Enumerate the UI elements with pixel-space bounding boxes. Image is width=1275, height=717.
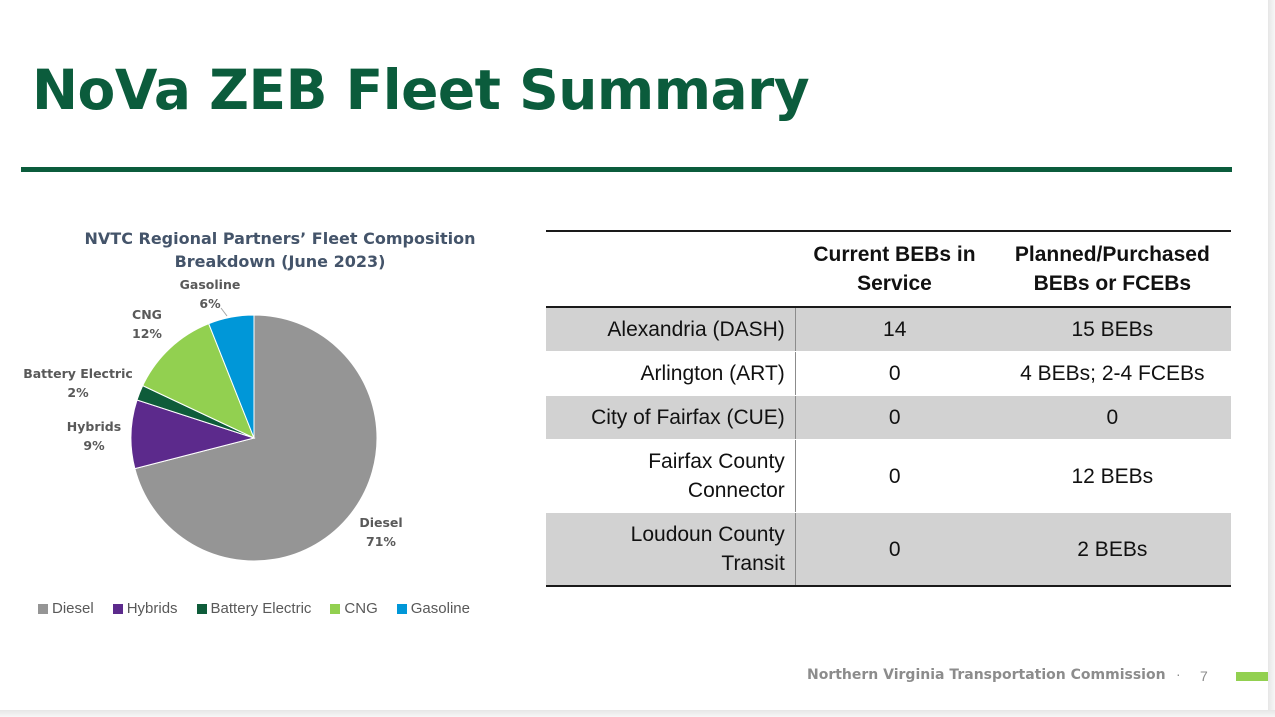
- legend-item-hybrids: Hybrids: [112, 600, 178, 617]
- legend-swatch: [112, 603, 123, 614]
- pie-label-value: 2%: [67, 385, 89, 400]
- legend-label: Gasoline: [410, 600, 470, 617]
- legend-swatch: [330, 603, 341, 614]
- chart-title: NVTC Regional Partners’ Fleet Compositio…: [84, 229, 476, 271]
- pie-chart: [130, 307, 378, 562]
- pie-label-cng: CNG 12%: [120, 305, 174, 343]
- legend-label: Battery Electric: [210, 600, 312, 617]
- table-header-row: Current BEBs in Service Planned/Purchase…: [546, 230, 1231, 308]
- agency-cell: Fairfax County Connector: [546, 439, 796, 513]
- chart-legend: Diesel Hybrids Battery Electric CNG Gaso…: [38, 600, 470, 617]
- table-row: Arlington (ART) 0 4 BEBs; 2-4 FCEBs: [546, 351, 1231, 396]
- planned-cell: 12 BEBs: [993, 439, 1231, 513]
- table-row: Loudoun County Transit 0 2 BEBs: [546, 512, 1231, 587]
- footer-accent-bar: [1236, 672, 1268, 681]
- pie-label-value: 12%: [132, 326, 162, 341]
- legend-label: CNG: [344, 600, 378, 617]
- table-row: Fairfax County Connector 0 12 BEBs: [546, 439, 1231, 513]
- slide-shadow-bottom: [0, 710, 1275, 717]
- page-number: 7: [1200, 668, 1208, 684]
- current-cell: 0: [795, 351, 994, 396]
- pie-label-hybrids: Hybrids 9%: [62, 417, 126, 455]
- pie-label-gasoline: Gasoline 6%: [175, 275, 245, 313]
- planned-cell: 4 BEBs; 2-4 FCEBs: [993, 351, 1231, 396]
- pie-label-diesel: Diesel 71%: [349, 513, 413, 551]
- legend-label: Diesel: [52, 600, 94, 617]
- header-planned-bebs: Planned/Purchased BEBs or FCEBs: [993, 230, 1231, 308]
- table-row: Alexandria (DASH) 14 15 BEBs: [546, 307, 1231, 352]
- pie-label-value: 9%: [83, 438, 105, 453]
- fleet-table: Current BEBs in Service Planned/Purchase…: [546, 230, 1231, 587]
- current-cell: 14: [795, 307, 994, 352]
- agency-cell: Arlington (ART): [546, 351, 796, 396]
- pie-label-battery-electric: Battery Electric 2%: [22, 364, 134, 402]
- pie-label-name: CNG: [132, 307, 162, 322]
- footer-separator: ·: [1176, 666, 1181, 682]
- footer-organization: Northern Virginia Transportation Commiss…: [807, 667, 1166, 683]
- agency-cell: Alexandria (DASH): [546, 307, 796, 352]
- title-rule: [21, 167, 1232, 172]
- pie-label-name: Gasoline: [179, 277, 241, 292]
- legend-item-diesel: Diesel: [38, 600, 94, 617]
- slide-shadow-right: [1268, 0, 1275, 717]
- pie-label-name: Hybrids: [66, 419, 122, 434]
- pie-label-name: Diesel: [359, 515, 403, 530]
- legend-item-gasoline: Gasoline: [396, 600, 470, 617]
- planned-cell: 2 BEBs: [993, 512, 1231, 587]
- header-agency: [546, 230, 796, 308]
- legend-item-cng: CNG: [330, 600, 378, 617]
- planned-cell: 0: [993, 395, 1231, 440]
- pie-slice-cng: [142, 322, 255, 439]
- planned-cell: 15 BEBs: [993, 307, 1231, 352]
- current-cell: 0: [795, 395, 994, 440]
- legend-swatch: [38, 603, 48, 614]
- header-current-bebs: Current BEBs in Service: [795, 230, 994, 308]
- pie-label-value: 6%: [199, 296, 221, 311]
- table-row: City of Fairfax (CUE) 0 0: [546, 395, 1231, 440]
- pie-slice-gasoline: [208, 314, 255, 439]
- slide-title: NoVa ZEB Fleet Summary: [32, 58, 810, 122]
- pie-label-name: Battery Electric: [23, 366, 133, 381]
- agency-cell: City of Fairfax (CUE): [546, 395, 796, 440]
- pie-label-value: 71%: [366, 534, 396, 549]
- legend-item-battery-electric: Battery Electric: [196, 600, 312, 617]
- agency-cell: Loudoun County Transit: [546, 512, 796, 587]
- current-cell: 0: [795, 512, 994, 587]
- gasoline-leader-line: [220, 307, 228, 317]
- current-cell: 0: [795, 439, 994, 513]
- legend-label: Hybrids: [126, 600, 178, 617]
- pie-slice-diesel: [134, 314, 378, 562]
- legend-swatch: [196, 603, 207, 614]
- legend-swatch: [396, 603, 407, 614]
